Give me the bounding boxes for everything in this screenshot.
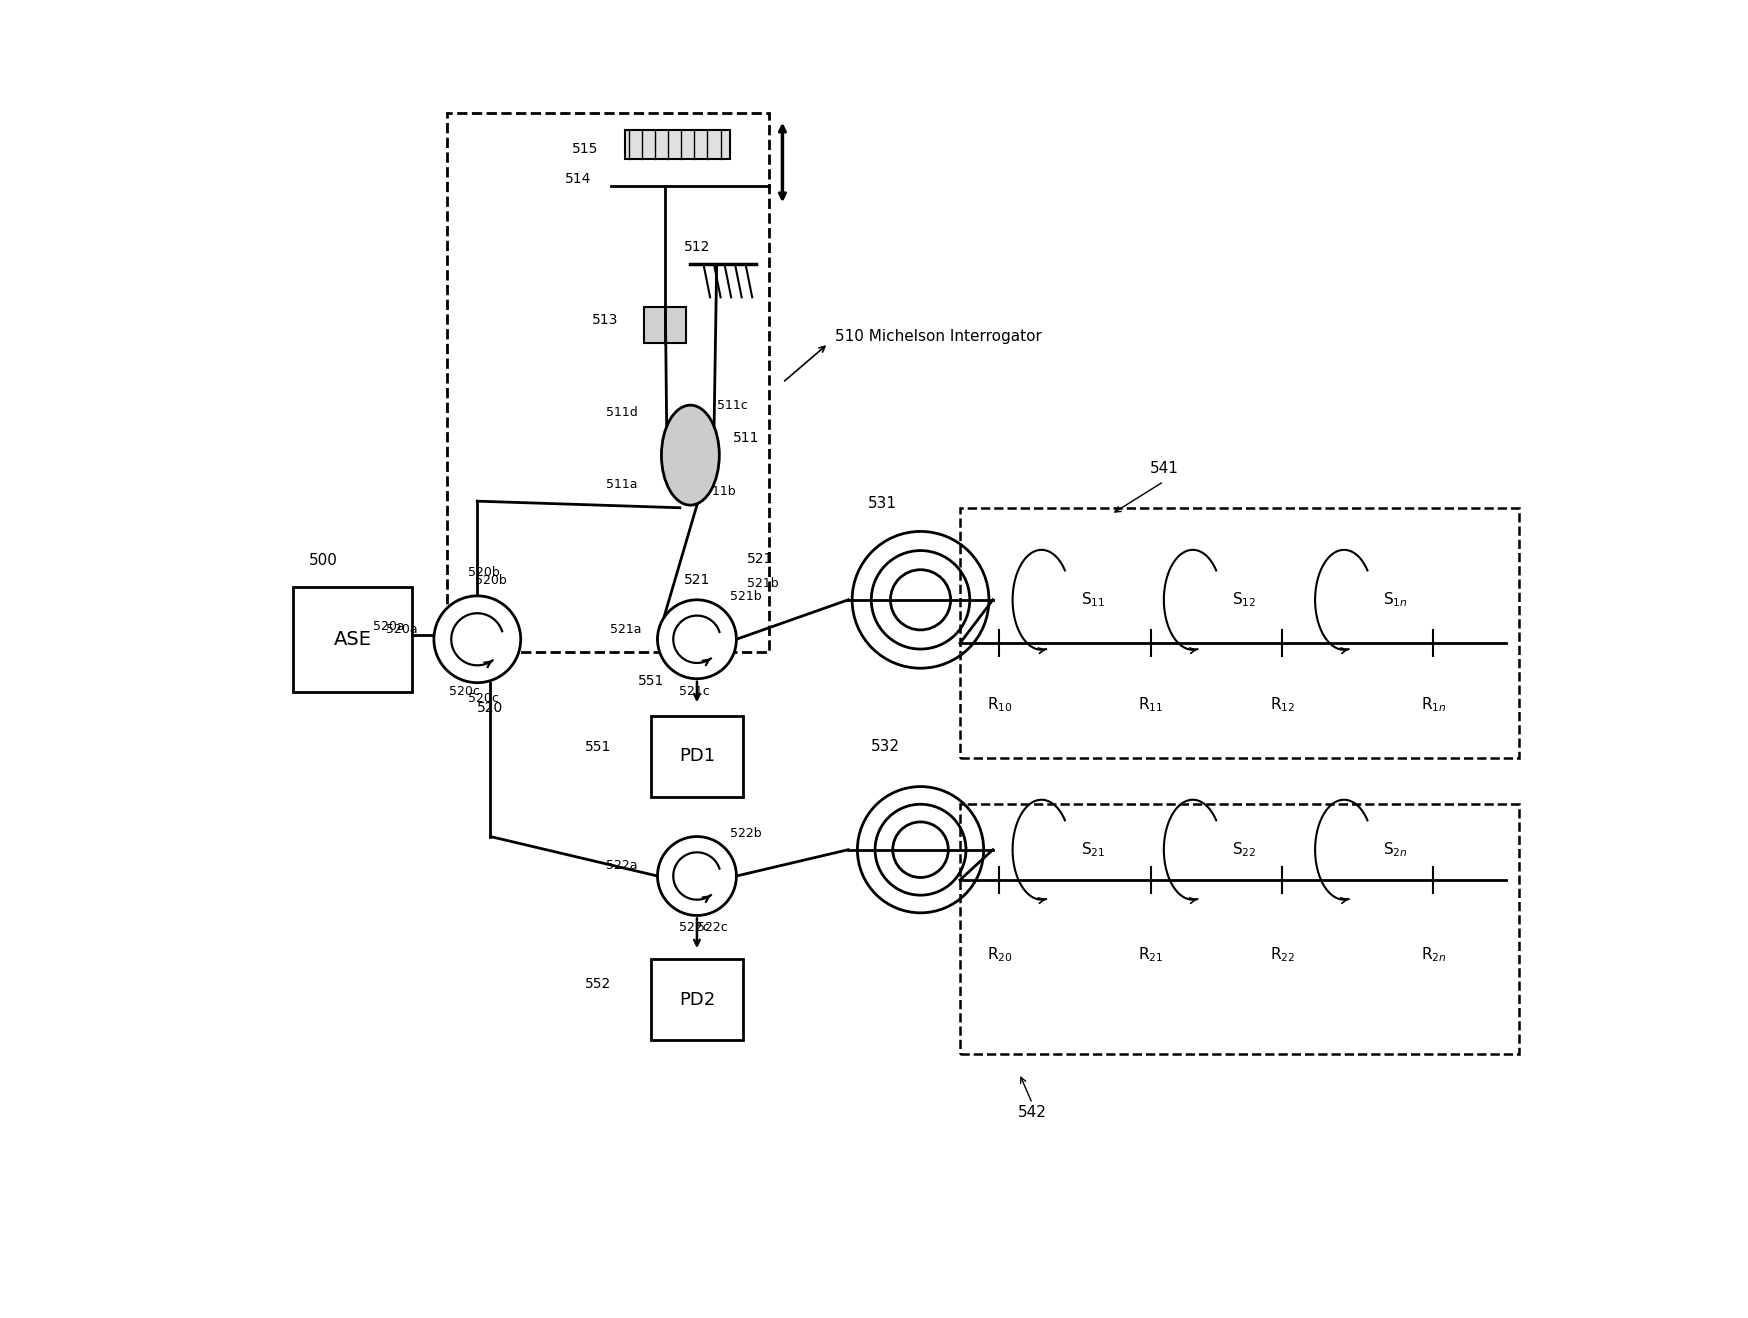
Text: 522c: 522c [697,921,727,934]
Circle shape [657,600,736,679]
Text: 552: 552 [586,977,612,991]
FancyBboxPatch shape [624,130,729,159]
Text: 520b: 520b [474,575,505,587]
Text: 521c: 521c [678,684,710,697]
Text: 531: 531 [867,496,897,511]
Text: 511d: 511d [605,406,638,419]
Text: 521b: 521b [729,590,760,602]
Text: 522c: 522c [678,921,710,934]
Text: 551: 551 [586,741,612,754]
Text: 551: 551 [638,675,664,688]
Text: 513: 513 [591,312,617,327]
Text: 520a: 520a [372,619,406,633]
Text: S$_{22}$: S$_{22}$ [1232,841,1255,859]
Text: R$_{12}$: R$_{12}$ [1269,696,1294,714]
FancyBboxPatch shape [650,716,743,797]
Text: PD2: PD2 [678,991,715,1008]
Text: 500: 500 [309,552,337,568]
Text: 511: 511 [732,431,759,445]
Text: R$_{22}$: R$_{22}$ [1269,945,1294,965]
Text: 520c: 520c [449,684,479,697]
Text: 514: 514 [565,171,591,186]
Text: 520: 520 [477,701,503,714]
Text: 532: 532 [871,739,898,754]
Text: R$_{2n}$: R$_{2n}$ [1419,945,1446,965]
Text: ASE: ASE [334,630,371,648]
Text: 521: 521 [746,552,773,565]
Text: PD1: PD1 [678,747,715,766]
Text: 510 Michelson Interrogator: 510 Michelson Interrogator [834,330,1042,344]
FancyBboxPatch shape [650,960,743,1040]
Text: 521: 521 [683,573,710,587]
Text: 522a: 522a [607,859,638,873]
Text: 520c: 520c [468,692,498,705]
Circle shape [434,596,521,683]
Text: 520a: 520a [386,622,418,635]
FancyBboxPatch shape [294,587,411,692]
Ellipse shape [661,405,718,505]
Text: R$_{1n}$: R$_{1n}$ [1419,696,1446,714]
Text: R$_{10}$: R$_{10}$ [986,696,1012,714]
Text: 520b: 520b [468,567,500,579]
Text: 511c: 511c [717,399,746,413]
Text: R$_{21}$: R$_{21}$ [1138,945,1162,965]
Text: 521b: 521b [746,577,778,589]
Text: S$_{12}$: S$_{12}$ [1232,590,1255,609]
Text: S$_{2n}$: S$_{2n}$ [1383,841,1407,859]
Text: S$_{11}$: S$_{11}$ [1080,590,1105,609]
Text: 512: 512 [683,240,710,254]
Text: S$_{21}$: S$_{21}$ [1080,841,1105,859]
Circle shape [657,837,736,916]
Text: R$_{20}$: R$_{20}$ [986,945,1012,965]
Text: R$_{11}$: R$_{11}$ [1138,696,1162,714]
Text: 511b: 511b [703,485,734,498]
Text: 542: 542 [1017,1106,1045,1120]
Text: 522b: 522b [729,826,760,840]
Text: 541: 541 [1148,461,1178,476]
FancyBboxPatch shape [643,307,685,344]
Text: 511a: 511a [607,478,638,492]
Text: 521a: 521a [610,622,642,635]
Text: S$_{1n}$: S$_{1n}$ [1383,590,1407,609]
Text: 515: 515 [572,141,598,156]
